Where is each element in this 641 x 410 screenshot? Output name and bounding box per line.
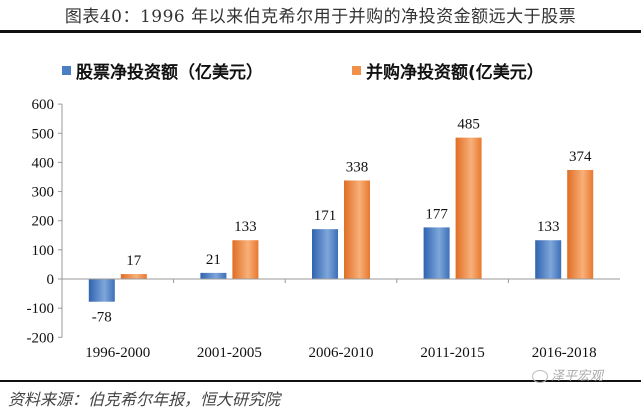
data-label: 17 (126, 253, 142, 269)
legend-label-acquisition: 并购净投资额(亿美元） (366, 63, 544, 83)
footer-divider (0, 380, 641, 382)
data-label: 177 (425, 206, 448, 222)
chart-title: 图表40：1996 年以来伯克希尔用于并购的净投资金额远大于股票 (64, 7, 577, 27)
x-tick-label: 2011-2015 (420, 345, 484, 361)
watermark-text: 泽平宏观 (551, 369, 604, 384)
wechat-icon (532, 370, 548, 383)
legend-swatch-orange-icon (352, 66, 361, 75)
watermark: 泽平宏观 (532, 365, 603, 384)
data-label: 338 (346, 159, 369, 175)
bar-acquisition (232, 240, 259, 279)
y-tick-label: 600 (32, 97, 55, 113)
title-divider (0, 30, 641, 33)
data-label: -78 (92, 310, 112, 326)
x-tick-label: 2001-2005 (197, 345, 262, 361)
source-note: 资料来源：伯克希尔年报，恒大研究院 (8, 390, 281, 409)
y-tick-label: -200 (27, 330, 55, 346)
y-tick-label: 300 (32, 185, 55, 201)
x-tick-label: 2006-2010 (309, 345, 374, 361)
y-tick-label: 100 (32, 243, 55, 259)
x-tick-label: 1996-2000 (85, 345, 150, 361)
legend-item-stock: 股票净投资额（亿美元） (62, 58, 263, 83)
bar-acquisition (567, 169, 594, 279)
y-tick-label: 200 (32, 214, 55, 230)
y-tick-label: 400 (32, 155, 55, 171)
bar-stock (88, 279, 115, 302)
bar-acquisition (344, 180, 370, 279)
x-axis: 1996-2000 2001-2005 2006-2010 2011-2015 2016… (62, 278, 620, 361)
data-label: 374 (569, 149, 592, 165)
data-label: 133 (234, 219, 257, 235)
legend-swatch-blue-icon (62, 66, 71, 75)
legend-item-acquisition: 并购净投资额(亿美元） (352, 58, 544, 83)
y-tick-label: -100 (27, 301, 55, 317)
bar-stock (312, 229, 338, 279)
bar-stock (423, 227, 450, 279)
y-tick-label: 500 (32, 126, 55, 142)
bar-stock (535, 240, 562, 279)
x-tick-label: 2016-2018 (532, 345, 597, 361)
bar-stock (200, 272, 227, 279)
data-label: 485 (457, 117, 480, 133)
data-label: 171 (314, 208, 337, 224)
bar-acquisition (120, 274, 147, 279)
y-tick-label: 0 (47, 272, 55, 288)
bar-acquisition (455, 137, 482, 279)
bars: -78 17 21 133 171 338 177 485 133 374 (88, 117, 594, 326)
data-label: 133 (537, 219, 560, 235)
legend-label-stock: 股票净投资额（亿美元） (76, 63, 263, 83)
data-label: 21 (206, 252, 221, 268)
y-axis: 600 500 400 300 200 100 0 -100 -200 (27, 97, 63, 346)
bar-chart: 600 500 400 300 200 100 0 -100 -200 -78 17 21 133 17… (27, 97, 620, 361)
